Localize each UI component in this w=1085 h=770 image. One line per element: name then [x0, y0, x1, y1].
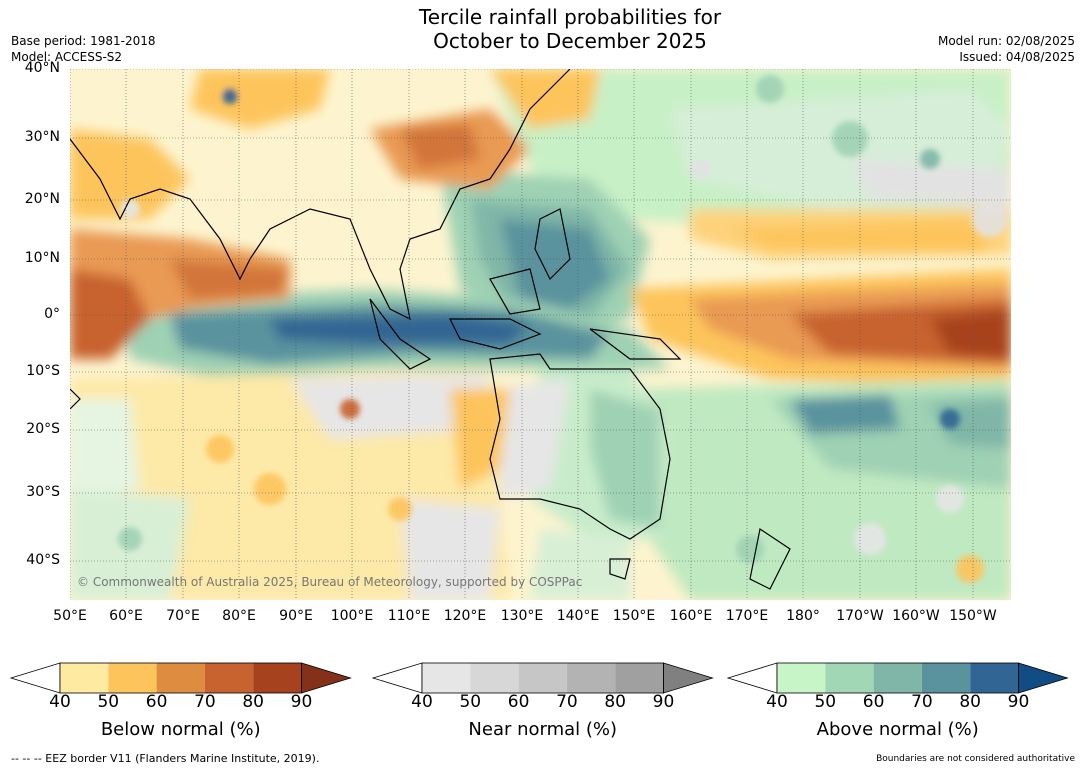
- longitude-label: 50°E: [53, 608, 87, 624]
- colorbar-segment: [566, 663, 616, 693]
- colorbar-segment: [253, 663, 302, 693]
- title-line-1: Tercile rainfall probabilities for: [418, 5, 722, 29]
- boundaries-note: Boundaries are not considered authoritat…: [876, 754, 1075, 764]
- colorbar-high-extension: [301, 662, 352, 694]
- copyright-text: © Commonwealth of Australia 2025, Bureau…: [77, 575, 582, 589]
- colorbar-tick-label: 90: [652, 692, 675, 712]
- header-right: Model run: 02/08/2025 Issued: 04/08/2025: [938, 33, 1075, 65]
- latitude-label: 10°N: [24, 250, 60, 266]
- base-period: Base period: 1981-2018: [11, 34, 156, 48]
- colorbar-segment: [615, 663, 664, 693]
- colorbar-tick-label: 70: [556, 692, 578, 712]
- eez-note: -- -- -- EEZ border V11 (Flanders Marine…: [11, 752, 320, 765]
- colorbar-segment: [518, 663, 567, 693]
- longitude-label: 180°: [786, 608, 820, 624]
- colorbar-segment: [970, 663, 1019, 693]
- latitude-label: 40°N: [24, 60, 60, 76]
- longitude-label: 160°W: [892, 608, 940, 624]
- gridlines: [70, 69, 1011, 600]
- latitude-label: 30°N: [24, 129, 60, 145]
- title-line-2: October to December 2025: [433, 29, 707, 53]
- colorbar-tick-label: 50: [814, 692, 837, 712]
- colorbar-tick-label: 80: [242, 692, 264, 712]
- longitude-label: 160°E: [669, 608, 713, 624]
- colorbar-tick-label: 60: [862, 692, 885, 712]
- colorbar-tick-label: 60: [145, 692, 168, 712]
- colorbar-tick-label: 90: [1007, 692, 1030, 712]
- colorbar-segment: [777, 663, 826, 693]
- longitude-label: 150°E: [612, 608, 656, 624]
- model-run: Model run: 02/08/2025: [937, 34, 1075, 48]
- colorbar-tick-label: 80: [604, 692, 626, 712]
- longitude-label: 80°E: [222, 608, 256, 624]
- probability-fields: [70, 69, 1011, 600]
- longitude-label: 150°W: [949, 608, 997, 624]
- longitude-label: 70°E: [166, 608, 200, 624]
- colorbar-segment: [60, 663, 109, 693]
- colorbar-title: Below normal (%): [100, 719, 261, 740]
- colorbar-segment: [873, 663, 922, 693]
- colorbar-tick-label: 40: [49, 692, 71, 712]
- longitude-label: 60°E: [109, 608, 143, 624]
- colorbar-segment: [470, 663, 519, 693]
- colorbar-title: Above normal (%): [816, 719, 979, 740]
- probability-speckle: [118, 75, 1008, 583]
- coastlines: [70, 69, 791, 590]
- longitude-label: 170°W: [836, 608, 884, 624]
- colorbar-tick-label: 60: [507, 692, 530, 712]
- longitude-label: 90°E: [279, 608, 313, 624]
- issued-date: Issued: 04/08/2025: [959, 50, 1075, 64]
- colorbar-tick-label: 90: [290, 692, 313, 712]
- colorbar-tick-label: 50: [97, 692, 120, 712]
- longitude-label: 140°E: [556, 608, 600, 624]
- latitude-label: 0°: [44, 306, 60, 322]
- colorbar-tick-label: 40: [766, 692, 788, 712]
- chart-title: Tercile rainfall probabilities for Octob…: [320, 5, 820, 53]
- longitude-label: 100°E: [330, 608, 374, 624]
- colorbar: [372, 662, 714, 694]
- colorbar-segment: [108, 663, 157, 693]
- colorbar-high-extension: [663, 662, 714, 694]
- colorbar-frame: [776, 662, 1019, 694]
- model-name: Model: ACCESS-S2: [11, 50, 123, 64]
- colorbar-low-extension: [10, 662, 61, 694]
- latitude-label: 10°S: [26, 363, 60, 379]
- colorbar-segment: [156, 663, 205, 693]
- latitude-label: 30°S: [26, 484, 60, 500]
- longitude-label: 170°E: [725, 608, 769, 624]
- colorbar-low-extension: [727, 662, 778, 694]
- header-left: Base period: 1981-2018 Model: ACCESS-S2: [11, 33, 156, 65]
- colorbar-tick-label: 40: [411, 692, 433, 712]
- colorbar-tick-label: 70: [911, 692, 933, 712]
- colorbar-segment: [825, 663, 874, 693]
- colorbar-frame: [59, 662, 302, 694]
- colorbar-tick-label: 80: [959, 692, 981, 712]
- colorbar-title: Near normal (%): [468, 719, 618, 740]
- colorbar-segment: [204, 663, 254, 693]
- longitude-label: 110°E: [387, 608, 431, 624]
- longitude-label: 130°E: [500, 608, 544, 624]
- latitude-label: 20°N: [24, 191, 60, 207]
- colorbar-segment: [921, 663, 971, 693]
- latitude-label: 20°S: [26, 421, 60, 437]
- colorbar-tick-label: 50: [459, 692, 482, 712]
- forecast-map: © Commonwealth of Australia 2025, Bureau…: [70, 69, 1011, 600]
- colorbar-segment: [422, 663, 471, 693]
- colorbar: [10, 662, 352, 694]
- colorbar-low-extension: [372, 662, 423, 694]
- longitude-label: 120°E: [443, 608, 487, 624]
- colorbar-frame: [421, 662, 664, 694]
- latitude-label: 40°S: [26, 552, 60, 568]
- colorbar: [727, 662, 1069, 694]
- colorbar-high-extension: [1018, 662, 1069, 694]
- colorbar-tick-label: 70: [194, 692, 216, 712]
